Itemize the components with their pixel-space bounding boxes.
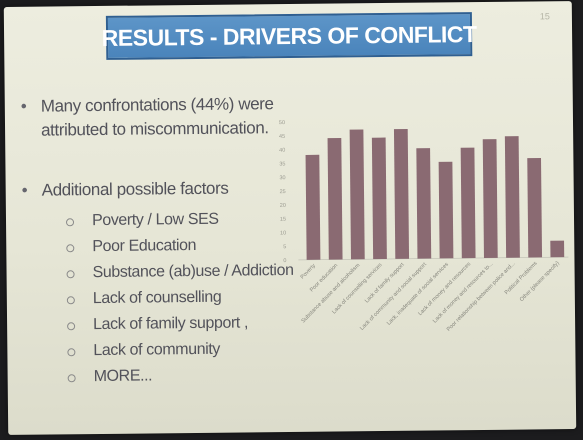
bar [327,138,343,260]
bar [504,136,520,258]
x-tick-label: Lack of family support [364,262,406,305]
hollow-circle-icon [67,374,76,383]
bullet-list: • Many confrontations (44%) were attribu… [19,92,294,391]
slide-title-bar: RESULTS - DRIVERS OF CONFLICT [102,12,477,60]
bullet-dot-icon: • [21,180,28,200]
y-tick-label: 50 [279,120,285,126]
sub-bullet-text: Lack of community [93,340,221,360]
sub-bullet-text: MORE... [93,367,153,386]
slide-number: 15 [539,11,550,22]
sub-bullet-item: Lack of family support , [65,310,291,338]
y-tick-label: 30 [279,175,285,181]
sub-bullet-item: Poverty / Low SES [64,206,290,234]
x-axis-line [298,256,569,261]
hollow-circle-icon [66,270,75,279]
presentation-slide: RESULTS - DRIVERS OF CONFLICT 15 • Many … [3,1,577,435]
sub-bullet-item: Lack of community [65,336,291,364]
bar [438,161,454,259]
bullet-item: • Many confrontations (44%) were attribu… [19,92,289,143]
bar [527,158,543,258]
bullet-dot-icon: • [20,96,27,116]
y-tick-label: 25 [280,189,286,195]
hollow-circle-icon [65,218,75,227]
bar [305,154,321,260]
x-tick-label: Other (please specify) [519,260,561,303]
y-tick-label: 15 [280,217,286,223]
sub-bullet-item: MORE... [66,362,292,390]
slide-title: RESULTS - DRIVERS OF CONFLICT [101,20,477,51]
sub-bullet-item: Substance (ab)use / Addiction [64,258,294,286]
x-tick-label: Poverty [300,263,318,281]
sub-bullet-item: Poor Education [64,232,290,260]
y-tick-label: 0 [283,258,286,264]
y-tick-label: 40 [279,148,285,154]
bullet-text: Many confrontations (44%) were attribute… [40,94,274,140]
bar [349,129,365,260]
sub-bullet-text: Poor Education [92,236,197,256]
bullet-text: Additional possible factors [41,178,229,200]
sub-bullet-list: Poverty / Low SES Poor Education Substan… [20,206,294,391]
sub-bullet-text: Poverty / Low SES [91,210,219,230]
hollow-circle-icon [67,348,76,357]
y-tick-label: 35 [279,161,285,167]
sub-bullet-text: Lack of family support , [93,314,249,334]
y-tick-label: 10 [280,230,286,236]
bullet-item: • Additional possible factors [20,176,290,203]
bar [550,240,565,258]
sub-bullet-text: Substance (ab)use / Addiction [92,261,294,282]
hollow-circle-icon [67,322,76,331]
bar [371,137,387,260]
bar [460,147,476,259]
sub-bullet-item: Lack of counselling [65,284,291,312]
y-tick-label: 5 [283,244,286,250]
hollow-circle-icon [66,244,75,253]
y-tick-label: 45 [279,134,285,140]
bar [393,129,410,259]
bar-chart: 0 5 10 15 20 25 30 35 40 45 50 Poverty Poor educatio… [271,109,574,392]
hollow-circle-icon [66,296,75,305]
sub-bullet-text: Lack of counselling [92,288,222,308]
bar [416,148,432,259]
bar [482,139,498,258]
y-tick-label: 20 [280,203,286,209]
